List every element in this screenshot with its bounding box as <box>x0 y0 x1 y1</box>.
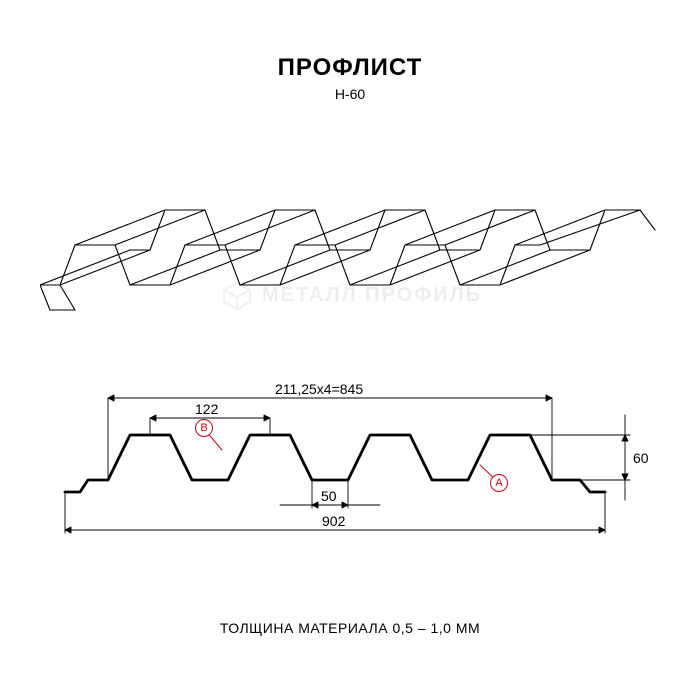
callout-b-label: B <box>200 422 207 434</box>
page-subtitle: Н-60 <box>0 86 700 102</box>
dim-bottom: 902 <box>322 513 345 529</box>
dim-gap: 50 <box>321 488 337 504</box>
callout-a: A <box>490 474 508 492</box>
callout-a-label: A <box>495 477 502 489</box>
callout-b: B <box>195 419 213 437</box>
section-view <box>50 380 650 560</box>
dim-top-total: 211,25х4=845 <box>275 381 363 397</box>
dim-pitch: 122 <box>195 401 218 417</box>
material-thickness: ТОЛЩИНА МАТЕРИАЛА 0,5 – 1,0 ММ <box>0 620 700 636</box>
page-title: ПРОФЛИСТ <box>0 54 700 82</box>
isometric-view <box>40 160 660 330</box>
dim-height: 60 <box>633 450 649 466</box>
